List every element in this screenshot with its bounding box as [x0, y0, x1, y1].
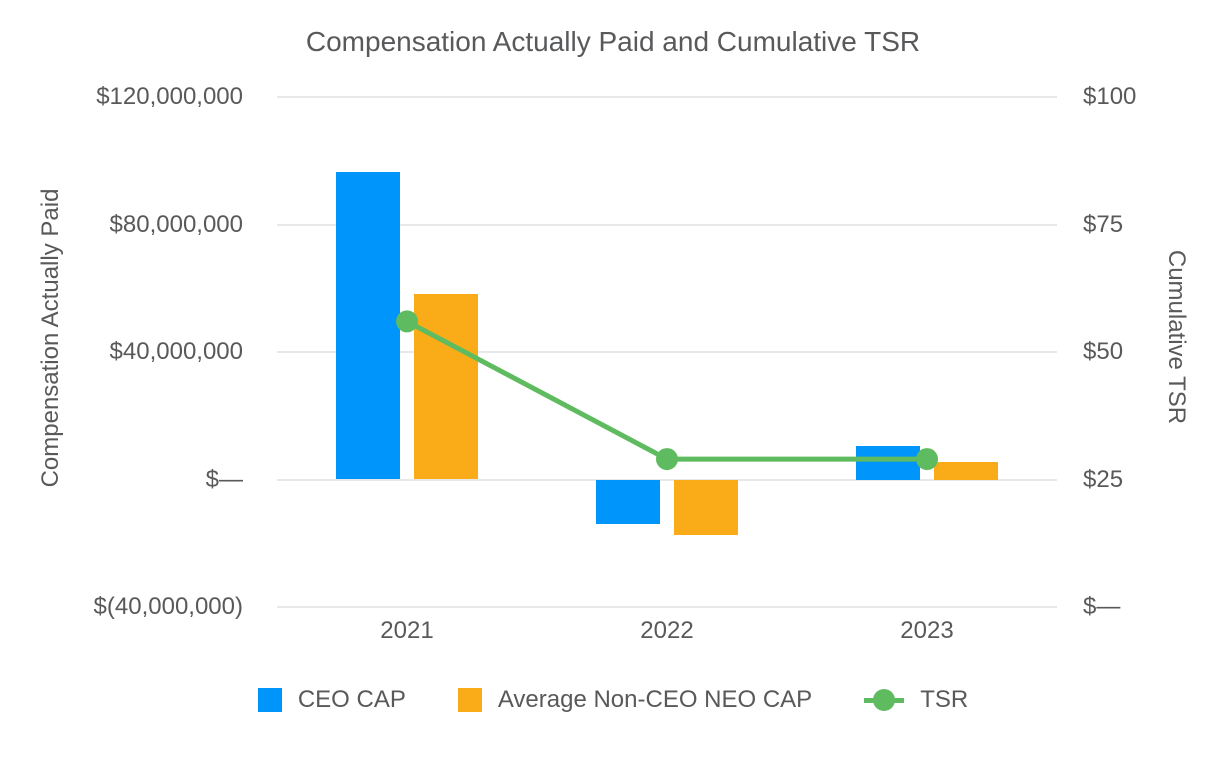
- legend-label: Average Non-CEO NEO CAP: [497, 686, 813, 713]
- right-axis-tick-label: $50: [1083, 338, 1124, 365]
- tsr-data-point: [656, 448, 678, 471]
- bar-average-non-ceo-neo-cap: [674, 479, 738, 535]
- right-axis-tick-label: $25: [1083, 465, 1124, 493]
- legend: CEO CAP Average Non-CEO NEO CAP TSR: [0, 686, 1226, 714]
- right-axis-tick-label: $75: [1083, 210, 1124, 238]
- tsr-data-point: [916, 448, 938, 471]
- legend-swatch-icon: [257, 688, 282, 712]
- right-axis-tick-label: $—: [1083, 593, 1121, 620]
- legend-line-marker-icon: [864, 688, 905, 712]
- x-axis-tick-label: 2023: [900, 617, 954, 644]
- right-axis-tick-label: $100: [1083, 83, 1137, 110]
- tsr-data-point: [396, 310, 418, 333]
- gridline: [277, 96, 1057, 98]
- left-axis-tick-label: $80,000,000: [109, 210, 243, 238]
- bar-ceo-cap: [856, 446, 920, 480]
- plot-area: [277, 96, 1057, 608]
- legend-label: CEO CAP: [297, 686, 406, 713]
- gridline: [277, 606, 1057, 608]
- legend-item-tsr: TSR: [864, 686, 968, 714]
- legend-dot: [873, 689, 896, 711]
- bar-average-non-ceo-neo-cap: [934, 461, 998, 480]
- gridline: [277, 478, 1057, 481]
- tsr-line: [405, 319, 927, 462]
- bar-average-non-ceo-neo-cap: [414, 293, 478, 480]
- x-axis-tick-label: 2021: [380, 617, 434, 644]
- gridline: [277, 351, 1057, 353]
- gridline: [277, 223, 1057, 226]
- bar-ceo-cap: [336, 172, 400, 480]
- legend-label: TSR: [920, 686, 969, 713]
- tsr-line-layer: [396, 310, 938, 471]
- legend-item-average-non-ceo-neo-cap: Average Non-CEO NEO CAP: [457, 686, 813, 714]
- x-axis-tick-label: 2022: [640, 617, 694, 644]
- left-axis-tick-label: $(40,000,000): [93, 593, 243, 620]
- legend-item-ceo-cap: CEO CAP: [257, 686, 406, 714]
- left-axis-tick-label: $120,000,000: [96, 83, 243, 110]
- right-axis-title: Cumulative TSR: [1163, 249, 1190, 425]
- chart-title: Compensation Actually Paid and Cumulativ…: [305, 26, 921, 57]
- left-axis-tick-label: $—: [205, 465, 243, 493]
- bar-ceo-cap: [596, 479, 660, 525]
- legend-swatch-icon: [457, 688, 482, 712]
- left-axis-tick-label: $40,000,000: [109, 338, 243, 365]
